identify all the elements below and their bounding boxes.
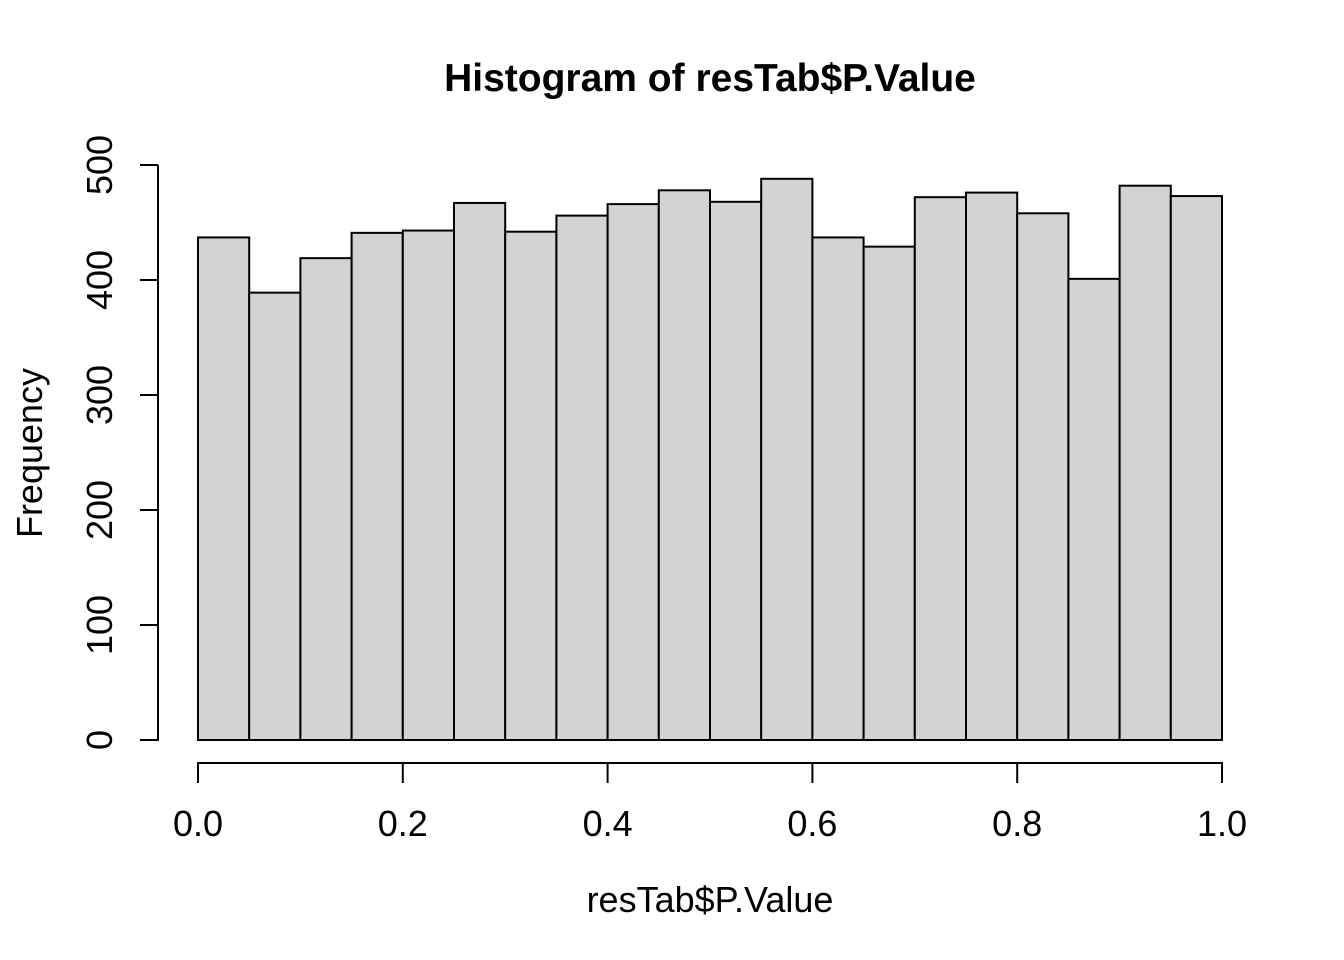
- histogram-bar: [555, 214, 609, 742]
- histogram-bar: [453, 201, 507, 741]
- histogram-bar: [1016, 212, 1070, 742]
- histogram-bar: [1118, 184, 1172, 741]
- y-axis-tick-label: 300: [79, 365, 120, 425]
- histogram-bar: [299, 257, 353, 741]
- y-axis-title: Frequency: [9, 367, 50, 539]
- histogram-bar: [1067, 277, 1121, 741]
- y-axis-tick-label: 200: [79, 480, 120, 540]
- histogram-bar: [709, 200, 763, 742]
- y-axis-tick-label: 100: [79, 595, 120, 655]
- chart-title: Histogram of resTab$P.Value: [444, 57, 976, 100]
- histogram-bar: [197, 236, 251, 741]
- histogram-bar: [248, 291, 302, 741]
- x-axis-tick-label: 0.2: [378, 803, 428, 844]
- x-axis-tick-label: 0.8: [992, 803, 1042, 844]
- y-axis-tick-label: 400: [79, 250, 120, 310]
- x-axis-tick-label: 1.0: [1197, 803, 1247, 844]
- histogram-bar: [913, 196, 967, 741]
- histogram-bar: [965, 191, 1019, 742]
- x-axis-tick-label: 0.0: [173, 803, 223, 844]
- histogram-bar: [1169, 195, 1224, 742]
- histogram-bar: [657, 189, 711, 742]
- histogram-bars: [197, 177, 1224, 742]
- x-axis-tick-label: 0.6: [787, 803, 837, 844]
- histogram-bar: [504, 230, 558, 741]
- histogram-bar: [606, 203, 660, 742]
- x-axis-title: resTab$P.Value: [586, 879, 834, 920]
- histogram-bar: [862, 245, 916, 741]
- histogram-bar: [760, 177, 814, 742]
- y-axis-tick-label: 0: [79, 730, 120, 750]
- histogram-bar: [811, 236, 865, 741]
- y-axis-tick-label: 500: [79, 135, 120, 195]
- histogram-bar: [401, 229, 455, 742]
- x-axis-tick-label: 0.4: [583, 803, 633, 844]
- histogram-bar: [350, 231, 404, 741]
